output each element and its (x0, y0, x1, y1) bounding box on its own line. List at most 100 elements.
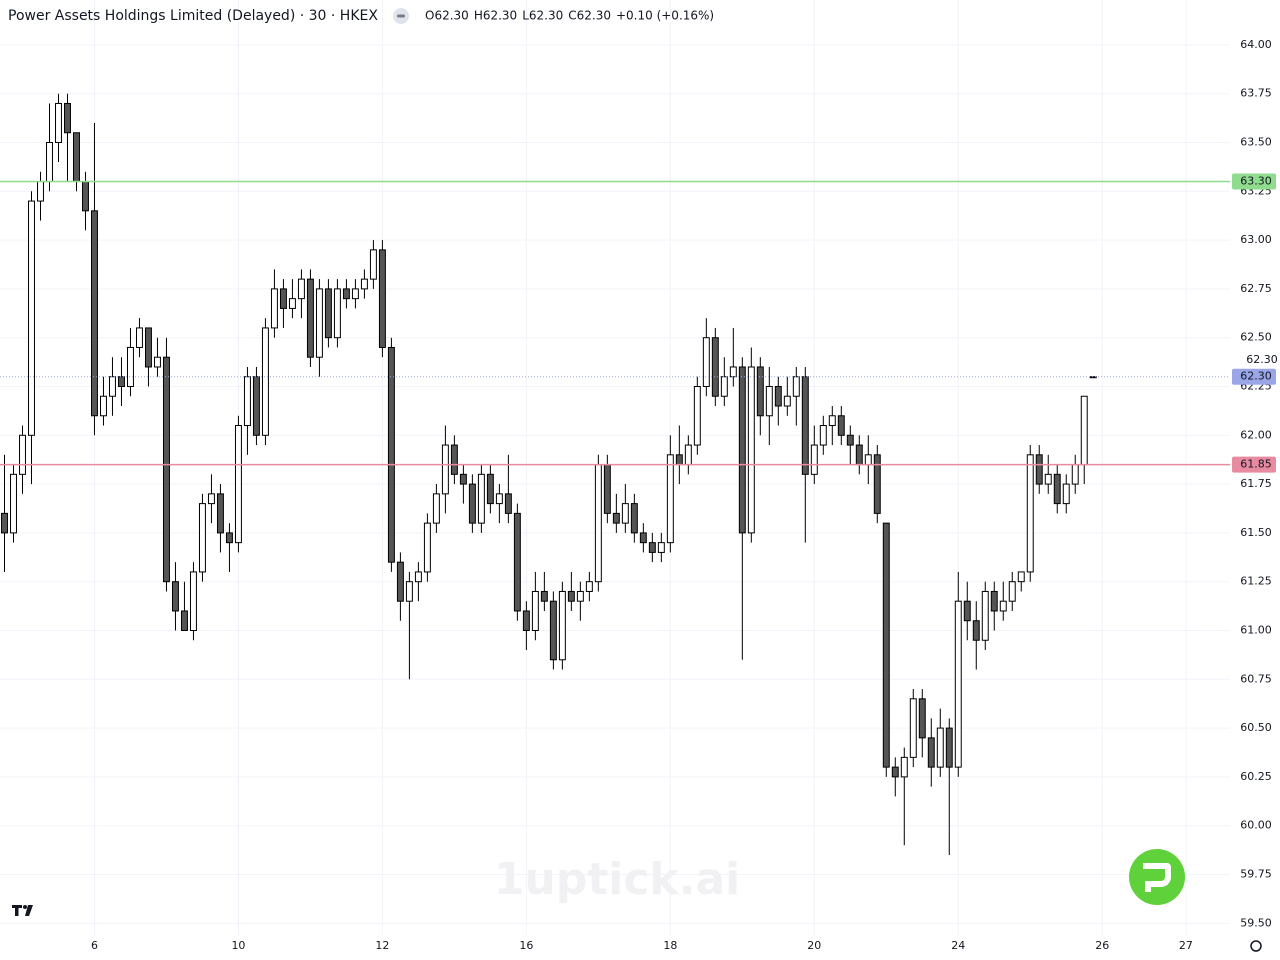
candle-body (819, 425, 827, 446)
candle-body (10, 473, 17, 534)
status-dash (397, 14, 405, 18)
candle-body (126, 346, 134, 387)
candle-body (495, 493, 503, 505)
candle-body (594, 464, 602, 583)
candle-body (189, 571, 197, 631)
candle-body (1017, 571, 1025, 583)
candle-body (387, 346, 395, 563)
x-tick-label: 27 (1179, 939, 1193, 952)
candle-body (846, 434, 854, 446)
candle-body (639, 532, 647, 544)
watermark: 1uptick.ai (494, 854, 740, 905)
candle-body (522, 610, 530, 631)
candle-body (648, 542, 656, 553)
y-tick-label: 60.50 (1240, 721, 1272, 734)
candle-body (540, 590, 548, 602)
candle-body (100, 395, 107, 417)
y-tick-label: 61.50 (1240, 526, 1272, 539)
y-tick-label: 62.75 (1240, 282, 1272, 295)
candle-body (396, 561, 404, 602)
y-tick-label: 64.00 (1240, 38, 1272, 51)
candle-body (558, 590, 566, 661)
y-tick-label: 59.50 (1240, 916, 1272, 929)
candle-body (747, 366, 755, 534)
y-tick-label: 63.50 (1240, 135, 1272, 148)
candle-body (963, 600, 971, 622)
legend-value: C62.30 (568, 9, 611, 23)
settings-icon[interactable] (1250, 940, 1262, 952)
candle-body (171, 581, 179, 612)
candle-body (1035, 454, 1043, 485)
x-tick-label: 24 (951, 939, 965, 952)
y-tick-label: 59.75 (1240, 867, 1272, 880)
candle-body (73, 132, 80, 183)
candle-body (531, 590, 539, 631)
candle-body (288, 298, 296, 309)
candle-body (279, 288, 287, 309)
logo-part (23, 905, 27, 909)
logo-circle (1129, 849, 1185, 905)
candle-body (432, 493, 440, 524)
candle-body (936, 727, 944, 768)
candle-body (477, 473, 485, 524)
y-tick-label: 61.75 (1240, 477, 1272, 490)
candle-body (324, 288, 332, 339)
chart-title: Power Assets Holdings Limited (Delayed) … (8, 8, 378, 24)
candle-body (414, 571, 422, 583)
candle-body (711, 337, 719, 397)
y-tick-label: 63.75 (1240, 87, 1272, 100)
candle-body (207, 493, 215, 505)
candle-body (738, 366, 746, 534)
x-tick-label: 26 (1095, 939, 1109, 952)
gear (1250, 940, 1262, 952)
tv-logo[interactable] (12, 905, 33, 916)
candle-body (342, 288, 350, 300)
logo-part (15, 905, 19, 916)
price-label-box (1232, 173, 1276, 190)
candle-body (513, 512, 521, 612)
candle-body (55, 102, 62, 143)
header: Power Assets Holdings Limited (Delayed) … (8, 8, 714, 24)
candle-body (585, 581, 593, 592)
candle-body (360, 278, 368, 290)
candle-body (873, 454, 881, 514)
candle-body (153, 356, 161, 368)
candle-body (783, 395, 791, 407)
candle-body (792, 376, 800, 397)
x-tick-label: 16 (519, 939, 533, 952)
candle-body (693, 385, 701, 446)
candle-body (135, 327, 143, 348)
candle-body (702, 337, 710, 387)
y-tick-label: 60.75 (1240, 672, 1272, 685)
x-tick-label: 10 (231, 939, 245, 952)
candle-body (486, 473, 494, 505)
candle-body (1008, 581, 1016, 602)
candle-body (198, 503, 206, 573)
candle-body (180, 610, 188, 631)
x-tick-label: 6 (91, 939, 98, 952)
candle-body (567, 590, 575, 602)
candle-body (603, 464, 611, 514)
candle-body (144, 327, 152, 368)
candle-body (162, 356, 170, 583)
candle-body (261, 327, 269, 436)
price-label: 61.85 (1240, 458, 1272, 471)
candle-body (441, 444, 449, 495)
candle-body (666, 454, 674, 544)
candle-body (333, 288, 341, 339)
y-tick-label: 60.00 (1240, 819, 1272, 832)
price-label: 63.30 (1240, 175, 1272, 188)
candle-body (351, 288, 359, 300)
candle-body (1071, 464, 1079, 485)
candle-body (909, 698, 917, 758)
candle-body (774, 385, 782, 407)
candle-body (945, 727, 953, 768)
candle-body (216, 493, 224, 534)
candle-body (576, 590, 584, 602)
candle-body (1089, 376, 1097, 379)
plot (0, 93, 1230, 855)
candle-body (459, 473, 467, 485)
y-tick-label: 60.25 (1240, 770, 1272, 783)
legend-value: O62.30 (425, 9, 469, 23)
